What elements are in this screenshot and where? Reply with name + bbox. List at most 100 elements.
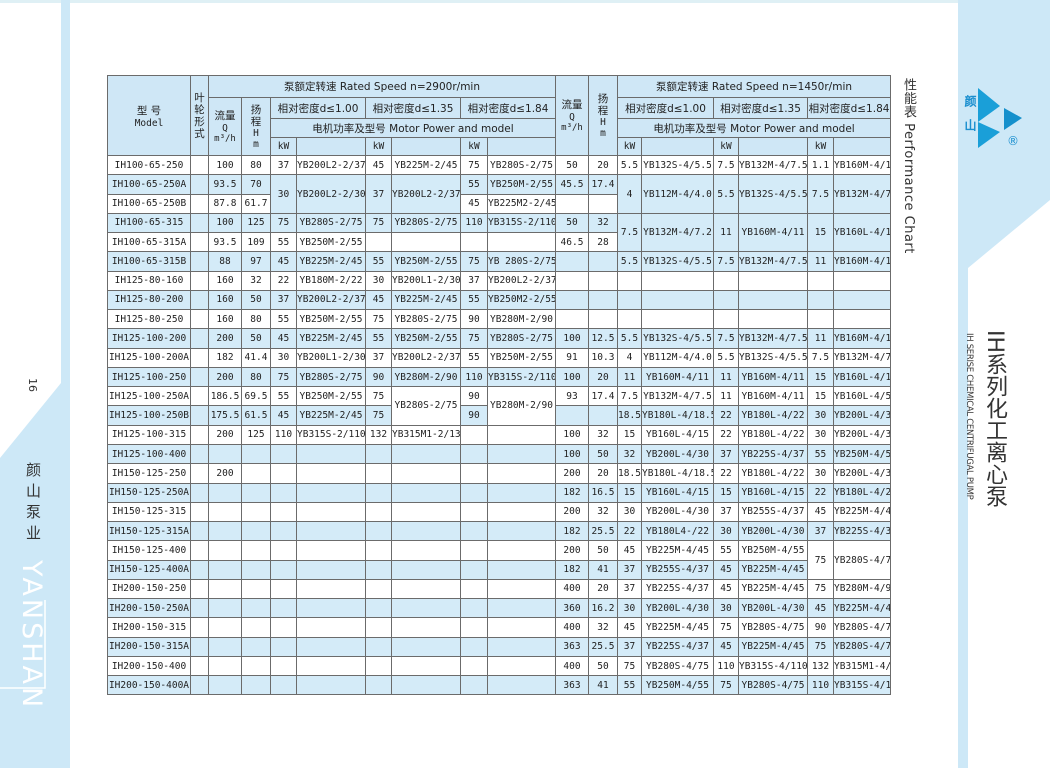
cell-motor-model — [487, 598, 556, 619]
cell-motor-model: YB160L-4/5 — [832, 386, 892, 407]
cell-motor-model: YB255S-4/37 — [738, 501, 808, 523]
cell-motor-model: YB225M-2/45 — [296, 251, 366, 272]
cell-kw: 4 — [617, 347, 642, 368]
cell-head: 50 — [588, 655, 618, 677]
cell-motor-model: YB160L-4/15 — [832, 212, 892, 253]
cell-flow — [555, 405, 589, 426]
table-row: IH125-80-250 160 80 55 YB250M-2/55 75 YB280S-2… — [107, 309, 892, 330]
cell-model: IH150-125-315 — [107, 501, 191, 523]
header-head-sym: H — [253, 127, 259, 139]
cell-head — [588, 309, 618, 330]
cell-flow: 50 — [555, 212, 589, 234]
cell-motor-model — [487, 521, 556, 542]
cell-kw — [270, 482, 297, 503]
cell-kw — [270, 675, 297, 696]
table-row: IH125-100-250A 186.5 69.5 55 YB250M-2/55 75 YB… — [107, 386, 892, 426]
cell-motor-model: YB200L-4/30 — [738, 598, 808, 619]
cell-kw — [713, 309, 739, 330]
cell-motor-model: YB200L-4/30 — [832, 463, 892, 484]
cell-motor-model: YB280S-2/75 — [487, 154, 556, 176]
cell-model: IH125-80-200 — [107, 289, 191, 311]
cell-kw: 75 — [807, 578, 834, 600]
cell-flow: 200 — [208, 328, 242, 349]
cell-kw: 1.1 — [807, 154, 834, 176]
cell-flow — [555, 193, 589, 214]
cell-head: 125 — [241, 424, 271, 445]
cell-flow: 400 — [555, 655, 589, 677]
cell-motor-model: YB132M-4/7.5 — [641, 386, 714, 407]
cell-kw — [270, 655, 297, 677]
cell-motor-model: YB132M-4/7.5 — [738, 328, 808, 349]
cell-motor-model — [296, 501, 366, 523]
cell-motor-model — [391, 540, 461, 561]
cell-kw: 22 — [713, 463, 739, 484]
table-row: IH100-65-315 100 125 75 YB280S-2/75 75 YB280S-… — [107, 212, 892, 253]
cell-kw: 110 — [460, 366, 488, 388]
cell-motor-model — [296, 463, 366, 484]
cell-model: IH200-150-400A — [107, 675, 191, 696]
cell-kw: 45 — [713, 559, 739, 580]
cell-flow: 100 — [555, 366, 589, 388]
cell-motor-model — [487, 655, 556, 677]
cell-motor-model — [296, 559, 366, 580]
cell-motor-model: YB132M-4/7.2 — [641, 212, 714, 253]
cell-motor-model: YB280S-4/75 — [738, 675, 808, 696]
cell-motor-model: YB315S-4/110 — [832, 675, 892, 696]
cell-impeller — [190, 309, 209, 330]
cell-kw — [270, 636, 297, 657]
cell-motor-model: YB225M-2/45 — [296, 328, 366, 349]
cell-flow: 93 — [555, 386, 589, 407]
cell-flow: 87.8 — [208, 193, 242, 214]
cell-kw: 75 — [460, 328, 488, 349]
cell-head — [588, 405, 618, 426]
cell-kw — [365, 463, 392, 484]
cell-impeller — [190, 174, 209, 195]
cell-kw: 15 — [617, 482, 642, 503]
table-header: 型 号 Model 叶轮形式 泵额定转速 Rated Speed n=2900r/… — [107, 75, 892, 156]
cell-flow — [555, 251, 589, 272]
page-number: 16 — [26, 378, 39, 392]
cell-motor-model: YB280S-2/75 — [391, 212, 461, 234]
cell-motor-model: YB315S-2/110 — [296, 424, 366, 445]
cell-flow: 363 — [555, 675, 589, 696]
cell-head: 25.5 — [588, 521, 618, 542]
header-impeller: 叶轮形式 — [190, 75, 209, 156]
header-density-100: 相对密度d≤1.00 — [270, 97, 366, 119]
cell-kw: 45 — [807, 501, 834, 523]
cell-flow: 182 — [208, 347, 242, 368]
cell-head — [588, 289, 618, 311]
cell-kw — [460, 501, 488, 523]
cell-kw: 37 — [617, 559, 642, 580]
cell-kw — [365, 232, 392, 253]
cell-kw — [270, 598, 297, 619]
cell-motor-model: YB160L-4/15 — [738, 482, 808, 503]
cell-kw — [270, 501, 297, 523]
cell-kw: 75 — [270, 212, 297, 234]
cell-motor-model: YB132M-4/7.5 — [738, 154, 808, 176]
header-flow-cn: 流量 — [214, 110, 236, 122]
header-kw: kW — [460, 137, 488, 156]
cell-head: 109 — [241, 232, 271, 253]
cell-motor-model: YB160M-4/11 — [738, 212, 808, 253]
cell-motor-model — [391, 463, 461, 484]
cell-motor-model: YB200L1-2/30 — [296, 347, 366, 368]
cell-kw — [460, 559, 488, 580]
table-row: IH150-125-400A 182 41 37 YB255S-4/37 45 YB225M… — [107, 559, 891, 580]
cell-motor-model — [487, 482, 556, 503]
cell-kw: 75 — [713, 617, 739, 638]
header-flow-sym: Q — [222, 123, 228, 134]
cell-motor-model: YB200L2-2/37 — [296, 289, 366, 311]
cell-model: IH125-80-250 — [107, 309, 191, 330]
cell-flow: 100 — [555, 443, 589, 465]
cell-head — [241, 540, 271, 561]
cell-model: IH125-100-315 — [107, 424, 191, 445]
cell-model: IH125-80-160 — [107, 270, 191, 291]
cell-motor-model: YB280S-4/75 — [832, 636, 892, 657]
cell-motor-model: YB250M-2/55 — [296, 386, 366, 407]
cell-kw: 75 — [807, 540, 834, 580]
cell-motor-model: YB132S-4/5.5 — [641, 251, 714, 272]
cell-kw: 75 — [365, 405, 392, 426]
cell-motor-model: YB225S-4/37 — [641, 636, 714, 657]
